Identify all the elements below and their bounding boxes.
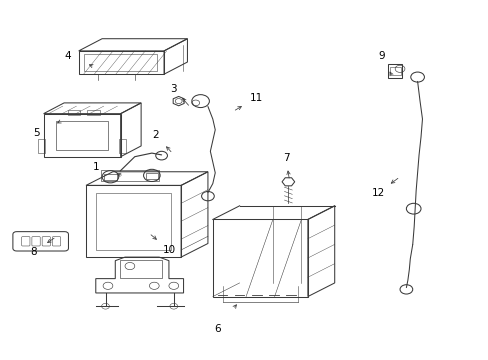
Bar	[56, 121, 108, 149]
Text: 8: 8	[30, 247, 37, 257]
Bar	[145, 172, 158, 179]
Text: 2: 2	[152, 130, 159, 140]
Text: 4: 4	[64, 51, 71, 61]
Text: 10: 10	[162, 245, 175, 255]
Bar	[104, 174, 117, 180]
Bar	[68, 110, 80, 116]
Bar	[120, 260, 161, 278]
Bar	[83, 54, 157, 71]
Text: 3: 3	[170, 84, 177, 94]
Bar	[38, 139, 45, 153]
Bar	[96, 193, 171, 250]
Bar	[101, 170, 159, 181]
Bar	[87, 110, 100, 116]
Text: 9: 9	[378, 51, 385, 61]
Text: 5: 5	[33, 129, 40, 138]
Bar	[389, 67, 400, 75]
Text: 11: 11	[249, 93, 263, 103]
Text: 6: 6	[214, 324, 221, 334]
Bar	[387, 64, 401, 78]
Text: 12: 12	[371, 188, 385, 198]
Text: 7: 7	[282, 153, 289, 163]
Text: 1: 1	[92, 162, 99, 172]
Bar	[119, 139, 126, 153]
